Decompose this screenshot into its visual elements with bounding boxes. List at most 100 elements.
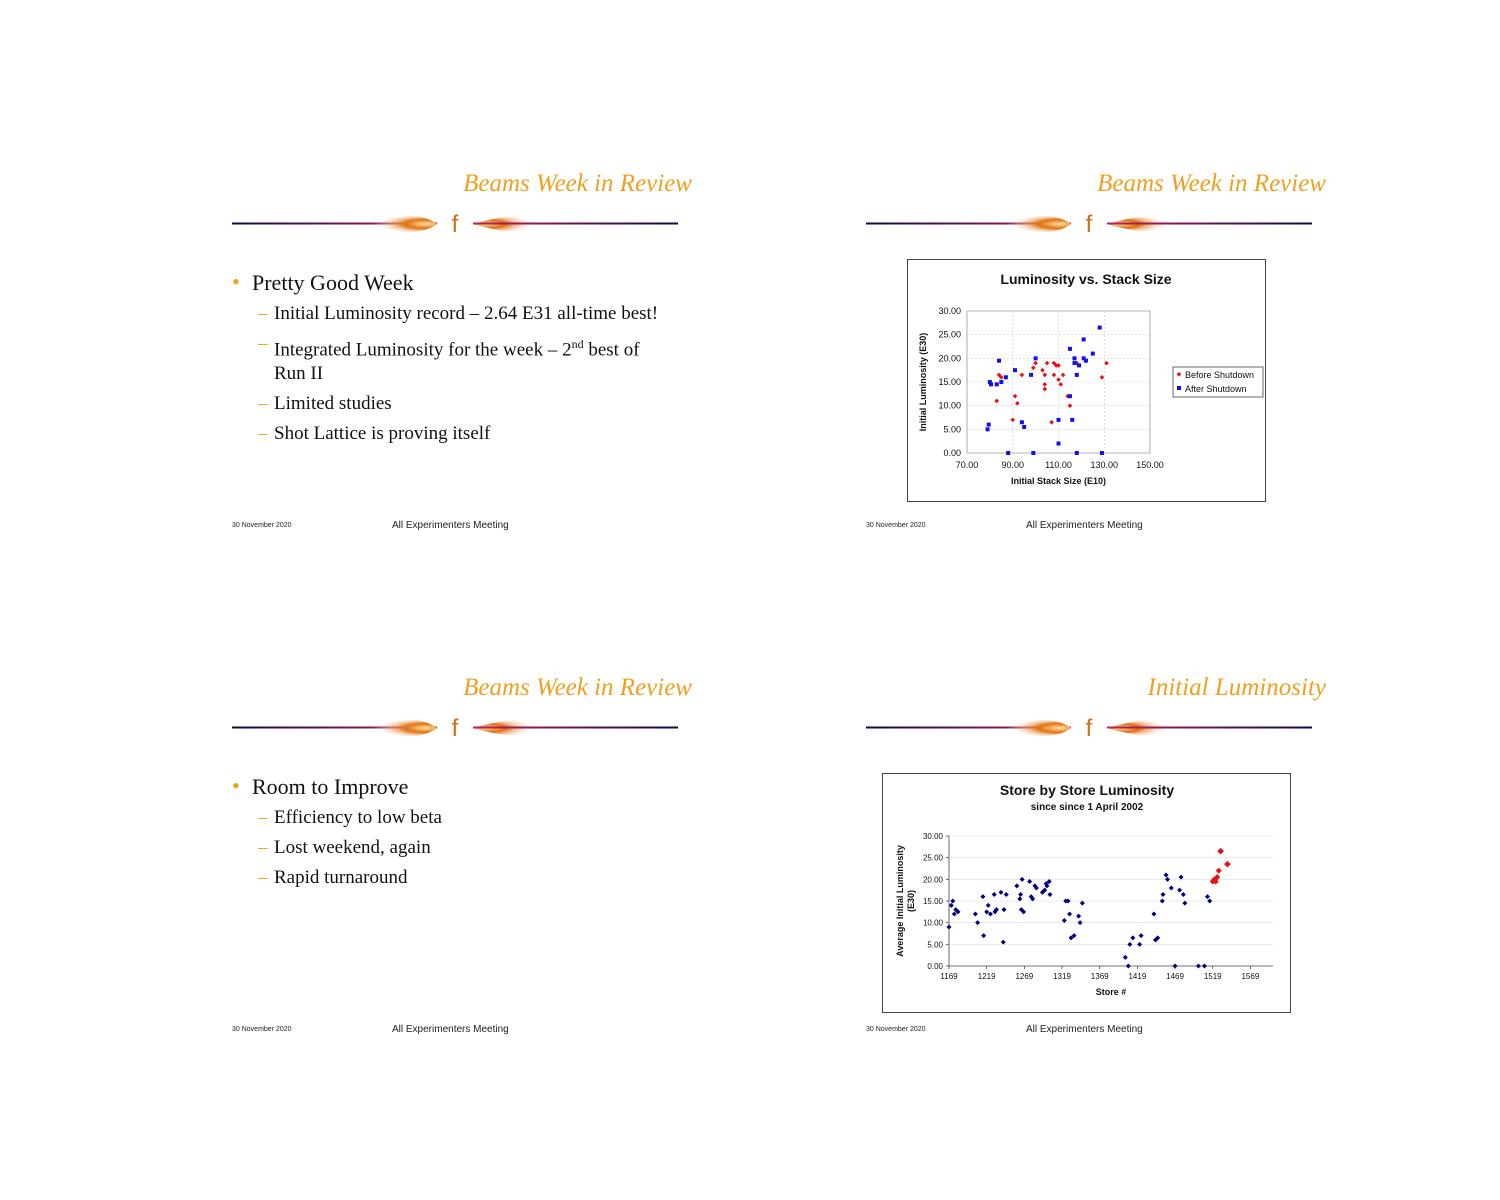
data-point <box>1067 346 1072 351</box>
data-point <box>984 909 990 915</box>
legend-label: Before Shutdown <box>1185 370 1254 380</box>
sub-bullet: – Lost weekend, again <box>258 837 431 858</box>
slide-3: Beams Week in Review f • Room to Improve … <box>232 674 692 1074</box>
x-tick-label: 110.00 <box>1045 460 1072 470</box>
data-point <box>1104 360 1109 366</box>
data-point <box>1097 325 1102 330</box>
data-point <box>985 902 991 908</box>
data-point <box>1209 878 1216 885</box>
data-point <box>1067 403 1073 408</box>
title-divider: f <box>866 211 1312 238</box>
data-point <box>1033 360 1038 366</box>
data-point <box>1195 963 1201 969</box>
data-point <box>1070 417 1075 422</box>
chart-title: Luminosity vs. Stack Size <box>1000 271 1171 287</box>
y-axis-label: (E30) <box>906 890 916 912</box>
data-point <box>1207 898 1213 904</box>
data-point <box>1003 892 1009 897</box>
data-point <box>1044 360 1050 366</box>
data-point <box>972 911 978 917</box>
data-point <box>1155 935 1161 941</box>
y-tick-label: 20.00 <box>938 353 961 363</box>
data-point <box>989 382 994 387</box>
data-point <box>1042 386 1048 392</box>
data-point <box>1180 892 1186 897</box>
slide-title: Initial Luminosity <box>1147 674 1326 701</box>
data-point <box>1044 883 1050 889</box>
data-point <box>1160 892 1166 897</box>
data-point <box>1000 939 1006 945</box>
logo-f-icon: f <box>1086 211 1093 238</box>
chart-subtitle: since since 1 April 2002 <box>1031 802 1144 813</box>
slide-4: Initial Luminosity f Store by Store Lumi… <box>866 674 1326 1074</box>
legend-marker <box>1176 372 1182 377</box>
y-tick-label: 0.00 <box>927 962 943 971</box>
data-point <box>1060 372 1066 378</box>
legend-label: After Shutdown <box>1185 384 1247 394</box>
footer-meeting: All Experimenters Meeting <box>392 520 509 531</box>
data-point <box>1033 356 1038 361</box>
data-point <box>1019 420 1024 425</box>
bullet-text: Pretty Good Week <box>252 270 414 295</box>
data-point <box>1127 941 1133 947</box>
chart-luminosity-vs-stack: Luminosity vs. Stack Size 0.00 5.00 10.00 15… <box>907 259 1266 502</box>
data-point <box>1099 451 1104 455</box>
data-point <box>1056 377 1061 382</box>
footer-date: 30 November 2020 <box>232 522 292 529</box>
data-point <box>1040 367 1045 373</box>
data-point <box>1065 898 1071 904</box>
sub-bullet: – Integrated Luminosity for the week – 2n… <box>258 333 640 385</box>
data-point <box>1012 393 1018 399</box>
sub-bullet: – Limited studies <box>258 393 392 415</box>
data-point <box>1006 451 1011 455</box>
bullet-list: • Pretty Good Week – Initial Luminosity re… <box>232 269 672 452</box>
data-point <box>987 380 992 384</box>
data-point <box>1061 918 1067 923</box>
data-point <box>1201 963 1207 969</box>
data-point <box>980 894 986 900</box>
bullet-text: Room to Improve <box>252 774 409 799</box>
slide-1: Beams Week in Review f • Pretty Good Week… <box>232 170 692 570</box>
footer-meeting: All Experimenters Meeting <box>392 1024 509 1035</box>
data-point <box>975 920 981 926</box>
y-tick-label: 25.00 <box>938 330 961 340</box>
y-tick-label: 10.00 <box>938 401 961 411</box>
data-point <box>1028 894 1034 900</box>
x-tick-label: 1469 <box>1166 972 1184 981</box>
sub-bullet: – Rapid turnaround <box>258 867 408 888</box>
data-point <box>1029 372 1034 377</box>
sub-bullet-text: Shot Lattice is proving itself <box>274 423 491 445</box>
bullet-item: • Room to Improve <box>232 773 409 799</box>
data-point <box>986 422 991 427</box>
data-point <box>997 358 1002 363</box>
slide-title: Beams Week in Review <box>1097 170 1326 197</box>
data-point <box>1182 900 1188 906</box>
x-tick-label: 1169 <box>940 972 958 981</box>
data-point <box>1071 933 1077 939</box>
sub-bullet-text: Integrated Luminosity for the week – 2 <box>274 339 572 361</box>
data-point <box>991 892 997 897</box>
data-point <box>1021 909 1027 915</box>
data-point <box>1215 867 1222 874</box>
x-tick-label: 1219 <box>978 972 996 981</box>
x-tick-label: 130.00 <box>1090 460 1118 470</box>
sub-bullet: – Initial Luminosity record – 2.64 E31 al… <box>258 303 659 324</box>
data-point <box>1083 358 1088 363</box>
data-point <box>1163 872 1169 878</box>
data-point <box>1049 419 1054 425</box>
data-point <box>1015 401 1020 406</box>
x-tick-label: 1369 <box>1091 972 1109 981</box>
data-point <box>1077 920 1083 926</box>
data-point <box>1056 363 1061 368</box>
data-point <box>1058 382 1064 387</box>
data-point <box>1138 933 1144 939</box>
bullet-list: • Room to Improve – Efficiency to low beta… <box>232 773 672 896</box>
slide-title: Beams Week in Review <box>463 170 692 197</box>
x-axis-label: Store # <box>1096 987 1127 997</box>
y-tick-label: 25.00 <box>923 854 944 863</box>
x-tick-label: 70.00 <box>956 460 979 470</box>
data-point <box>1032 883 1038 889</box>
scatter-chart: Luminosity vs. Stack Size 0.00 5.00 10.00 15… <box>918 271 1264 486</box>
data-point <box>1046 879 1052 884</box>
data-point <box>1013 368 1018 373</box>
